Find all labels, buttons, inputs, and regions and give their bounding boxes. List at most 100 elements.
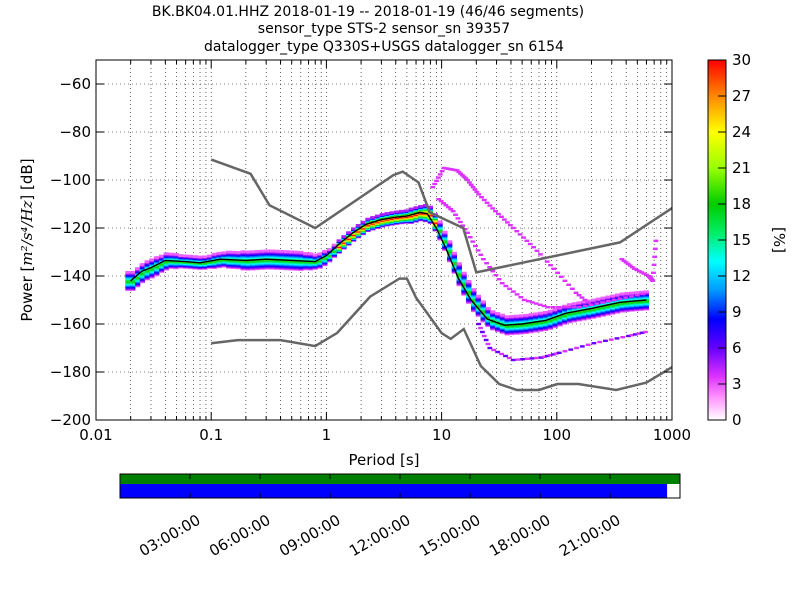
heatmap-cell (582, 298, 588, 302)
x-tick-label: 1 (322, 426, 332, 444)
timeline-tick-label: 15:00:00 (416, 511, 483, 560)
heatmap-cell (448, 208, 454, 211)
heatmap-cell (528, 313, 534, 316)
heatmap-cell (623, 261, 629, 264)
heatmap-cell (510, 226, 516, 230)
heatmap-cell (475, 249, 481, 252)
heatmap-cell (538, 311, 544, 315)
x-axis-label: Period [s] (348, 451, 419, 469)
heatmap-cell (192, 255, 198, 259)
heatmap-cell (652, 247, 658, 250)
heatmap-cell (527, 242, 533, 246)
heatmap-cell (533, 312, 539, 316)
heatmap-cell (562, 279, 568, 282)
heatmap-cell (465, 178, 470, 182)
heatmap-cell (625, 262, 631, 266)
heatmap-cell (514, 230, 520, 233)
heatmap-cell (533, 302, 539, 305)
heatmap-cell (574, 346, 579, 350)
heatmap-cell (515, 358, 521, 361)
colorbar-tick-label: 15 (732, 231, 751, 249)
heatmap-cell (466, 279, 472, 283)
heatmap-cell (517, 233, 523, 236)
heatmap-cell (639, 331, 645, 334)
heatmap-cell (451, 251, 458, 255)
heatmap-cell (470, 186, 476, 189)
heatmap-cell (269, 249, 275, 253)
y-tick-label: −120 (50, 219, 91, 237)
heatmap-cell (178, 254, 184, 258)
heatmap-cell (577, 306, 582, 309)
heatmap-cell (629, 266, 635, 269)
heatmap-cell (317, 252, 323, 256)
heatmap-cell (636, 332, 642, 335)
heatmap-cell (547, 309, 554, 313)
heatmap-cell (641, 272, 647, 275)
heatmap-cell (173, 252, 179, 256)
heatmap-cell (457, 220, 463, 224)
heatmap-cell (336, 239, 342, 243)
heatmap-cell (610, 294, 616, 298)
heatmap-cell (627, 264, 633, 267)
heatmap-cell (509, 315, 515, 318)
heatmap-cell (430, 186, 436, 189)
colorbar-tick-label: 27 (732, 87, 751, 105)
heatmap-cell (447, 240, 453, 244)
heatmap-cell (526, 300, 531, 303)
heatmap-cell (619, 258, 625, 261)
heatmap-cell (490, 270, 496, 273)
heatmap-cell (568, 348, 574, 351)
x-tick-label: 1000 (653, 426, 691, 444)
heatmap-cell (436, 176, 441, 179)
heatmap-cell (522, 298, 527, 302)
heatmap-cell (573, 291, 579, 294)
heatmap-cell (537, 303, 543, 306)
heatmap-cell (520, 358, 526, 361)
heatmap-cell (499, 352, 504, 356)
heatmap-cell (632, 333, 638, 336)
heatmap-cell (436, 198, 442, 201)
heatmap-cell (283, 250, 290, 253)
x-tick-label: 100 (542, 426, 571, 444)
heatmap-cell (245, 250, 251, 254)
heatmap-cell (259, 249, 266, 253)
heatmap-cell (490, 207, 496, 210)
heatmap-cell (327, 248, 333, 251)
heatmap-cell (503, 354, 508, 358)
heatmap-cell (183, 254, 189, 258)
heatmap-cell (465, 231, 470, 234)
heatmap-cell (472, 188, 478, 191)
heatmap-cell (555, 271, 561, 274)
y-tick-label: −200 (50, 411, 91, 429)
colorbar-ticks: 0 3 6 9 12 15 18 21 24 27 30 (718, 51, 751, 429)
heatmap-cell (496, 212, 501, 216)
heatmap-cell (468, 183, 474, 186)
heatmap-cell (541, 304, 547, 308)
heatmap-cell (437, 220, 443, 224)
heatmap-cell (591, 298, 597, 302)
heatmap-cell (505, 221, 510, 224)
heatmap-cell (487, 204, 493, 207)
heatmap-cell (149, 258, 155, 262)
heatmap-cell (591, 342, 597, 345)
heatmap-cell (523, 313, 530, 317)
timeline-tick-label: 21:00:00 (556, 511, 623, 560)
heatmap-cell (547, 354, 553, 357)
heatmap-cell (514, 314, 520, 318)
heatmap-cell (581, 300, 587, 304)
heatmap-cell (629, 291, 635, 295)
data-coverage-timeline: 03:00:00 06:00:00 09:00:00 12:00:00 15:00:00… (119, 473, 681, 560)
heatmap-cell (541, 355, 547, 358)
heatmap-cell (434, 179, 439, 182)
heatmap-cell (459, 174, 465, 177)
heatmap-cell (360, 220, 366, 224)
heatmap-cell (341, 235, 347, 238)
heatmap-cell (216, 251, 222, 255)
y-tick-label: −100 (50, 171, 91, 189)
heatmap-cell (611, 298, 617, 302)
heatmap-cell (484, 262, 489, 265)
heatmap-cell (438, 200, 444, 203)
heatmap-cell (524, 357, 530, 360)
high-noise-model-line (210, 158, 672, 274)
heatmap-cell (479, 196, 484, 199)
